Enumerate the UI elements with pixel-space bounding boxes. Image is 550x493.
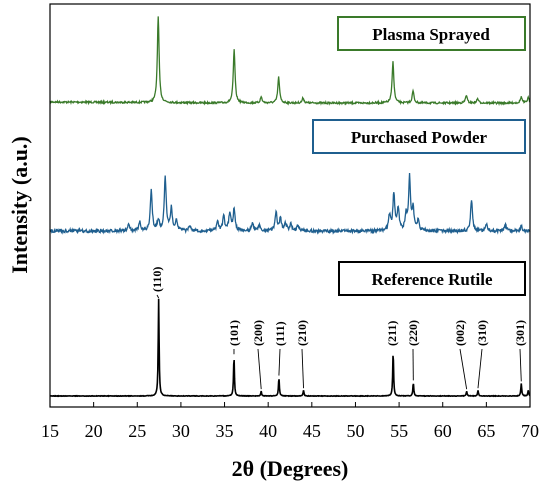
legend-label-reference-rutile: Reference Rutile — [372, 270, 493, 289]
legend-reference-rutile: Reference Rutile — [338, 261, 526, 296]
peak-label: (200) — [251, 320, 265, 346]
series-line-reference-rutile — [49, 298, 531, 398]
peak-label: (101) — [227, 320, 241, 346]
peak-label: (301) — [513, 320, 527, 346]
x-tick-label: 60 — [434, 421, 452, 441]
peak-label: (110) — [150, 267, 164, 292]
peak-label: (211) — [385, 321, 399, 346]
legend-label-purchased-powder: Purchased Powder — [351, 128, 488, 147]
peak-label: (310) — [475, 320, 489, 346]
peak-leader-line — [301, 348, 304, 389]
peak-leader-line — [156, 294, 160, 299]
x-tick-label: 20 — [85, 421, 103, 441]
peak-leader-line — [459, 348, 468, 390]
x-tick-label: 70 — [521, 421, 539, 441]
peak-leader-line — [257, 348, 262, 390]
x-tick-label: 35 — [216, 421, 234, 441]
peak-leader-line — [278, 348, 281, 376]
peak-leader-line — [519, 348, 522, 382]
x-tick-label: 25 — [128, 421, 146, 441]
x-tick-label: 50 — [346, 421, 364, 441]
y-axis-title: Intensity (a.u.) — [7, 136, 32, 274]
legend-plasma-sprayed: Plasma Sprayed — [337, 16, 526, 51]
x-tick-label: 30 — [172, 421, 190, 441]
x-tick-label: 45 — [303, 421, 321, 441]
peak-labels: (110) (101) (200) (111) (210) (211) (220) (002)… — [150, 267, 527, 346]
series-line-plasma-sprayed — [49, 16, 531, 107]
legend-purchased-powder: Purchased Powder — [312, 119, 526, 154]
x-axis-title: 2θ (Degrees) — [232, 456, 349, 481]
x-tick-label: 55 — [390, 421, 408, 441]
peak-leader-line — [477, 348, 483, 389]
x-tick-label: 15 — [41, 421, 59, 441]
plot-frame — [49, 3, 531, 408]
peak-label: (220) — [406, 320, 420, 346]
peak-label: (210) — [295, 320, 309, 346]
x-tick-label: 65 — [477, 421, 495, 441]
peak-label: (111) — [273, 321, 287, 346]
peak-label: (002) — [453, 320, 467, 346]
peak-leader-lines — [156, 294, 522, 390]
series-line-purchased-powder — [49, 172, 531, 235]
x-tick-label: 40 — [259, 421, 277, 441]
legend-label-plasma-sprayed: Plasma Sprayed — [372, 25, 490, 44]
x-ticks: 15 20 25 30 35 40 45 50 55 60 65 70 — [41, 402, 539, 441]
traces — [49, 16, 531, 398]
